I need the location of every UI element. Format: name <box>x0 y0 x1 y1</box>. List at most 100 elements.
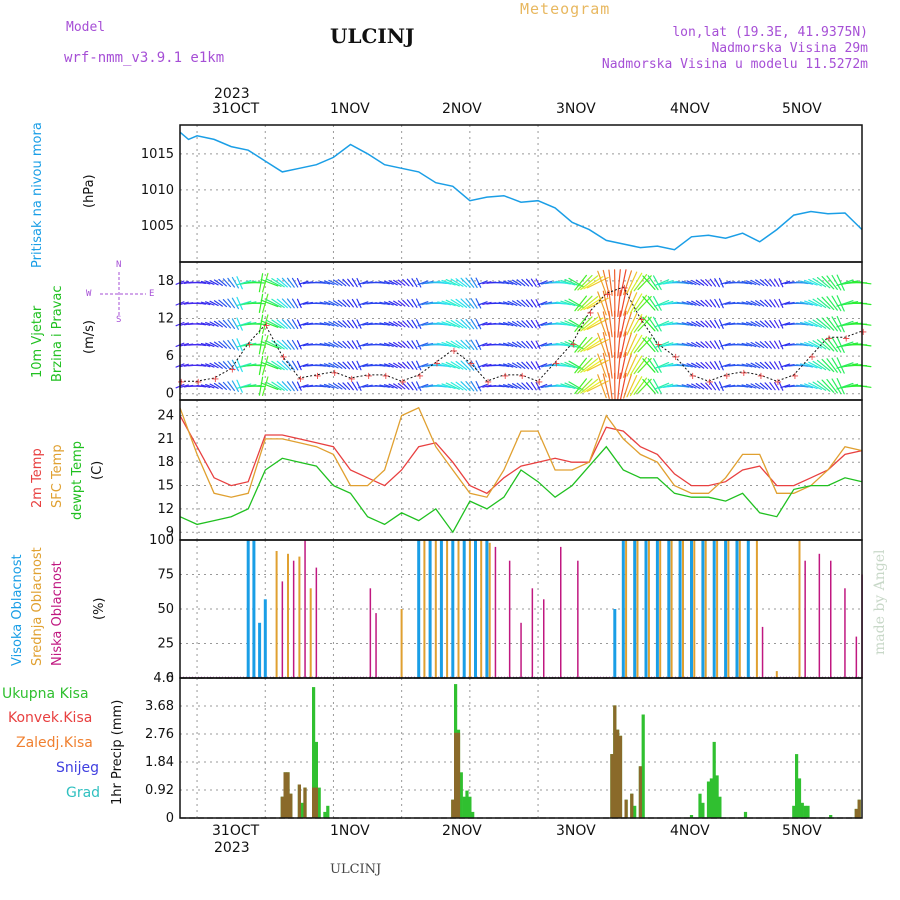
high-cloud-bar <box>712 540 716 678</box>
wind-arrow <box>337 341 347 349</box>
wind-arrow <box>498 301 510 305</box>
wind-arrow <box>291 381 299 392</box>
wind-arrow <box>564 361 580 370</box>
wind-arrow <box>281 277 292 288</box>
model-label: Model <box>66 20 106 35</box>
wind-arrow <box>516 320 526 328</box>
wind-arrow <box>358 301 369 306</box>
wind-arrow <box>236 296 243 310</box>
y-tick-label: 2.76 <box>145 727 174 742</box>
wind-arrow <box>537 363 548 368</box>
wind-arrow <box>388 342 398 348</box>
wind-arrow <box>247 281 266 284</box>
wind-arrow <box>416 277 422 288</box>
wind-arrow <box>411 278 418 288</box>
mid-cloud-bar <box>434 540 437 678</box>
wind-arrow <box>580 378 599 394</box>
wind-arrow <box>271 340 285 350</box>
wind-arrow <box>445 279 460 287</box>
wind-arrow <box>808 299 823 308</box>
wind-arrow <box>720 301 731 306</box>
model-name: wrf-nmm_v3.9.1 e1km <box>64 50 225 66</box>
wind-arrow <box>629 334 643 355</box>
wind-arrow <box>816 380 831 392</box>
wind-arrow <box>583 296 604 311</box>
wind-arrow <box>799 342 814 347</box>
wind-arrow <box>836 320 854 328</box>
wind-arrow <box>525 382 534 391</box>
wind-gust-mark: + <box>296 374 304 385</box>
wind-arrow <box>808 382 823 390</box>
wind-arrow <box>441 362 456 369</box>
wind-arrow <box>676 322 690 326</box>
wind-arrow <box>516 382 526 390</box>
wind-arrow <box>247 302 266 305</box>
wind-arrow <box>574 295 588 312</box>
wind-arrow <box>769 278 776 287</box>
wind-arrow <box>714 319 720 329</box>
conv-precip-bar <box>630 793 634 818</box>
wind-arrow <box>812 340 827 350</box>
day-label-bottom-3: 3NOV <box>556 823 596 839</box>
wind-arrow <box>583 379 604 393</box>
low-cloud-bar <box>761 626 764 678</box>
y-tick-label: 12 <box>157 502 174 517</box>
wind-arrow <box>475 277 482 288</box>
wind-arrow <box>718 360 724 371</box>
wind-arrow <box>379 281 390 285</box>
wind-arrow <box>200 343 211 347</box>
wind-arrow <box>231 339 239 351</box>
wind-arrow <box>525 361 534 370</box>
wind-arrow <box>714 381 720 391</box>
wind-gust-mark: + <box>348 374 356 385</box>
wind-arrow <box>262 335 269 355</box>
high-cloud-bar <box>644 540 648 678</box>
y-tick-label: 3.68 <box>145 699 174 714</box>
wind-arrow <box>826 296 838 311</box>
wind-arrow <box>741 322 753 326</box>
day-label-bottom-4: 4NOV <box>670 823 710 839</box>
wind-arrow <box>796 322 809 326</box>
wind-arrow <box>676 343 690 347</box>
wind-arrow <box>356 381 362 391</box>
wind-arrow <box>402 341 410 349</box>
wind-arrow <box>296 340 302 350</box>
y-tick-label: 0 <box>166 671 174 686</box>
wind-gust-mark: + <box>313 371 321 382</box>
wind-arrow <box>745 301 757 306</box>
low-cloud-bar <box>577 560 579 678</box>
pressure-line <box>179 131 863 251</box>
wind-arrow <box>342 299 351 308</box>
wind-arrow <box>658 280 674 286</box>
wind-arrow <box>319 280 331 285</box>
wind-arrow <box>236 321 252 327</box>
wind-arrow <box>328 321 339 327</box>
conv-precip-bar <box>280 796 284 818</box>
wind-arrow <box>298 363 309 368</box>
mid-cloud-bar <box>716 540 719 678</box>
wind-arrow <box>397 320 406 328</box>
wind-arrow <box>209 342 219 348</box>
wind-arrow <box>816 297 831 310</box>
wind-arrow <box>537 280 548 285</box>
wind-arrow <box>821 338 835 352</box>
wind-arrow <box>586 359 609 372</box>
total-precip-bar <box>317 787 321 818</box>
wind-arrow <box>503 384 514 389</box>
total-precip-bar <box>312 687 316 818</box>
wind-gust-mark: + <box>450 346 458 357</box>
wind-arrow <box>700 279 709 287</box>
wind-arrow <box>574 357 588 374</box>
wind-gust-mark: + <box>382 371 390 382</box>
wind-arrow <box>450 382 464 391</box>
wind-arrow <box>826 358 838 373</box>
wind-arrow <box>281 319 292 330</box>
wind-arrow <box>507 383 518 389</box>
wind-arrow <box>388 300 398 306</box>
wind-arrow <box>780 342 791 347</box>
wind-arrow <box>511 300 522 307</box>
wind-arrow <box>358 384 369 389</box>
wind-arrow <box>629 355 643 376</box>
wind-arrow <box>406 320 414 329</box>
